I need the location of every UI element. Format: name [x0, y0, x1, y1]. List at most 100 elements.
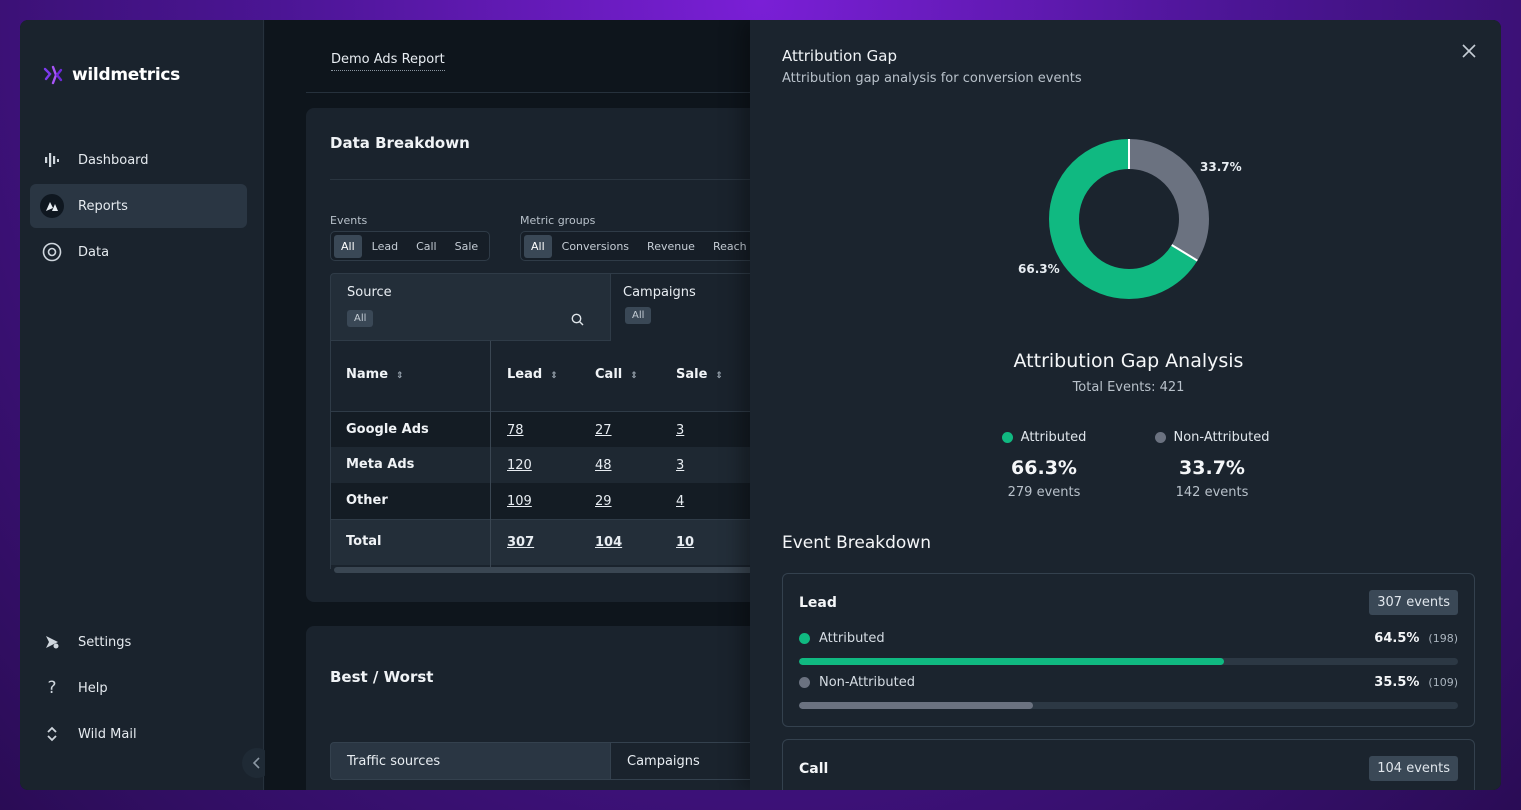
brand-logo[interactable]: wildmetrics — [42, 64, 180, 86]
non-attributed-dot-icon — [1154, 432, 1166, 443]
cell-sale[interactable]: 4 — [676, 494, 685, 509]
sidebar-item-label: Help — [78, 680, 108, 696]
attributed-progress-bar — [799, 658, 1458, 665]
report-tab[interactable]: Demo Ads Report — [331, 52, 445, 71]
events-option-all[interactable]: All — [334, 234, 362, 258]
analysis-title: Attribution Gap Analysis — [1013, 350, 1244, 372]
table-row: Google Ads 78 27 3 — [330, 411, 750, 447]
events-option-call[interactable]: Call — [416, 239, 437, 253]
mail-icon — [42, 724, 62, 744]
sidebar-nav: Dashboard Reports Data — [30, 138, 247, 276]
cell-call[interactable]: 27 — [595, 423, 612, 438]
cell-lead[interactable]: 307 — [507, 535, 535, 550]
tab-campaigns[interactable]: Campaigns — [611, 742, 771, 780]
attributed-dot-icon — [1001, 432, 1013, 443]
app-window: wildmetrics Dashboard Reports Data — [20, 20, 1501, 790]
search-icon[interactable] — [571, 313, 584, 326]
column-header-name[interactable]: Name ⇕ — [346, 367, 404, 382]
sort-icon: ⇕ — [396, 371, 404, 381]
panel-title: Attribution Gap — [782, 47, 897, 65]
events-filter: All Lead Call Sale — [330, 231, 491, 261]
cell-lead[interactable]: 109 — [507, 494, 532, 509]
sidebar-item-dashboard[interactable]: Dashboard — [30, 138, 247, 182]
breakdown-table: Source All Campaigns All Name ⇕ Lead ⇕ Cal… — [330, 273, 750, 577]
event-card-call: Call 104 events — [782, 739, 1475, 790]
legend-events: 142 events — [1175, 485, 1249, 500]
row-name: Total — [346, 534, 382, 549]
row-count: (198) — [1428, 632, 1458, 645]
best-worst-card: Best / Worst Traffic sources Campaigns — [306, 626, 771, 790]
events-filter-label: Events — [330, 214, 368, 227]
sort-icon: ⇕ — [550, 371, 558, 381]
wildmetrics-logo-icon — [43, 65, 63, 85]
source-filter-chip[interactable]: All — [347, 310, 374, 327]
donut-separator — [1171, 244, 1198, 262]
cell-call[interactable]: 29 — [595, 494, 612, 509]
divider — [306, 92, 750, 93]
events-option-lead[interactable]: Lead — [371, 239, 399, 253]
metric-option-reach[interactable]: Reach — [712, 239, 747, 253]
data-icon — [42, 242, 62, 262]
cell-sale[interactable]: 10 — [676, 535, 695, 550]
cell-call[interactable]: 48 — [595, 458, 612, 473]
cell-lead[interactable]: 120 — [507, 458, 532, 473]
legend-label: Non-Attributed — [1173, 430, 1270, 445]
legend-percent: 33.7% — [1179, 457, 1245, 479]
metric-groups-filter: All Conversions Revenue Reach — [520, 231, 780, 261]
help-icon: ? — [47, 678, 57, 698]
main-content: Demo Ads Report Data Breakdown Events Al… — [265, 20, 780, 790]
legend-label: Attributed — [1020, 430, 1087, 445]
sidebar-item-settings[interactable]: Settings — [30, 620, 247, 664]
row-percent: 35.5% — [1374, 675, 1420, 690]
row-name: Meta Ads — [346, 457, 415, 472]
legend-events: 279 events — [1007, 485, 1081, 500]
close-icon[interactable] — [1460, 42, 1478, 60]
sidebar-item-label: Dashboard — [78, 152, 149, 168]
events-option-sale[interactable]: Sale — [454, 239, 479, 253]
legend-attributed: Attributed 66.3% 279 events — [944, 428, 1144, 500]
source-header[interactable]: Source All — [330, 273, 611, 341]
card-title: Best / Worst — [330, 668, 434, 686]
row-count: (109) — [1428, 676, 1458, 689]
sidebar-item-data[interactable]: Data — [30, 230, 247, 274]
sort-icon: ⇕ — [715, 371, 723, 381]
data-breakdown-card: Data Breakdown Events All Lead Call Sale… — [306, 108, 780, 602]
reports-icon — [40, 194, 64, 218]
attributed-row: Attributed 64.5% (198) — [799, 631, 1458, 646]
table-row: Other 109 29 4 — [330, 483, 750, 519]
analysis-total: Total Events: 421 — [1072, 380, 1185, 395]
cell-sale[interactable]: 3 — [676, 458, 685, 473]
campaigns-header[interactable]: Campaigns All — [611, 273, 750, 341]
non-attributed-row: Non-Attributed 35.5% (109) — [799, 675, 1458, 690]
sidebar-item-help[interactable]: ? Help — [30, 666, 247, 710]
tab-traffic-sources[interactable]: Traffic sources — [330, 742, 611, 780]
column-divider — [490, 341, 491, 569]
metric-option-conversions[interactable]: Conversions — [561, 239, 630, 253]
row-name: Google Ads — [346, 422, 429, 437]
event-card-lead: Lead 307 events Attributed 64.5% (198) No… — [782, 573, 1475, 727]
sort-icon: ⇕ — [630, 371, 638, 381]
column-header-call[interactable]: Call ⇕ — [595, 367, 638, 382]
row-name: Other — [346, 493, 388, 508]
sidebar-item-label: Data — [78, 244, 110, 260]
sidebar-item-reports[interactable]: Reports — [30, 184, 247, 228]
column-header-lead[interactable]: Lead ⇕ — [507, 367, 558, 382]
table-row: Meta Ads 120 48 3 — [330, 447, 750, 483]
cell-sale[interactable]: 3 — [676, 423, 685, 438]
metric-option-revenue[interactable]: Revenue — [647, 239, 695, 253]
sidebar-item-wild-mail[interactable]: Wild Mail — [30, 712, 247, 756]
campaigns-filter-chip[interactable]: All — [625, 307, 652, 324]
donut-label-non-attributed: 33.7% — [1200, 160, 1242, 174]
row-percent: 64.5% — [1374, 631, 1420, 646]
cell-call[interactable]: 104 — [595, 535, 623, 550]
horizontal-scrollbar[interactable] — [334, 567, 750, 573]
metric-groups-label: Metric groups — [520, 214, 596, 227]
event-name: Call — [799, 761, 829, 777]
settings-icon — [42, 632, 62, 652]
legend-percent: 66.3% — [1011, 457, 1077, 479]
best-worst-tabs: Traffic sources Campaigns — [330, 742, 771, 780]
attribution-donut-chart: 33.7% 66.3% — [750, 120, 1501, 320]
cell-lead[interactable]: 78 — [507, 423, 524, 438]
column-header-sale[interactable]: Sale ⇕ — [676, 367, 723, 382]
metric-option-all[interactable]: All — [524, 234, 552, 258]
